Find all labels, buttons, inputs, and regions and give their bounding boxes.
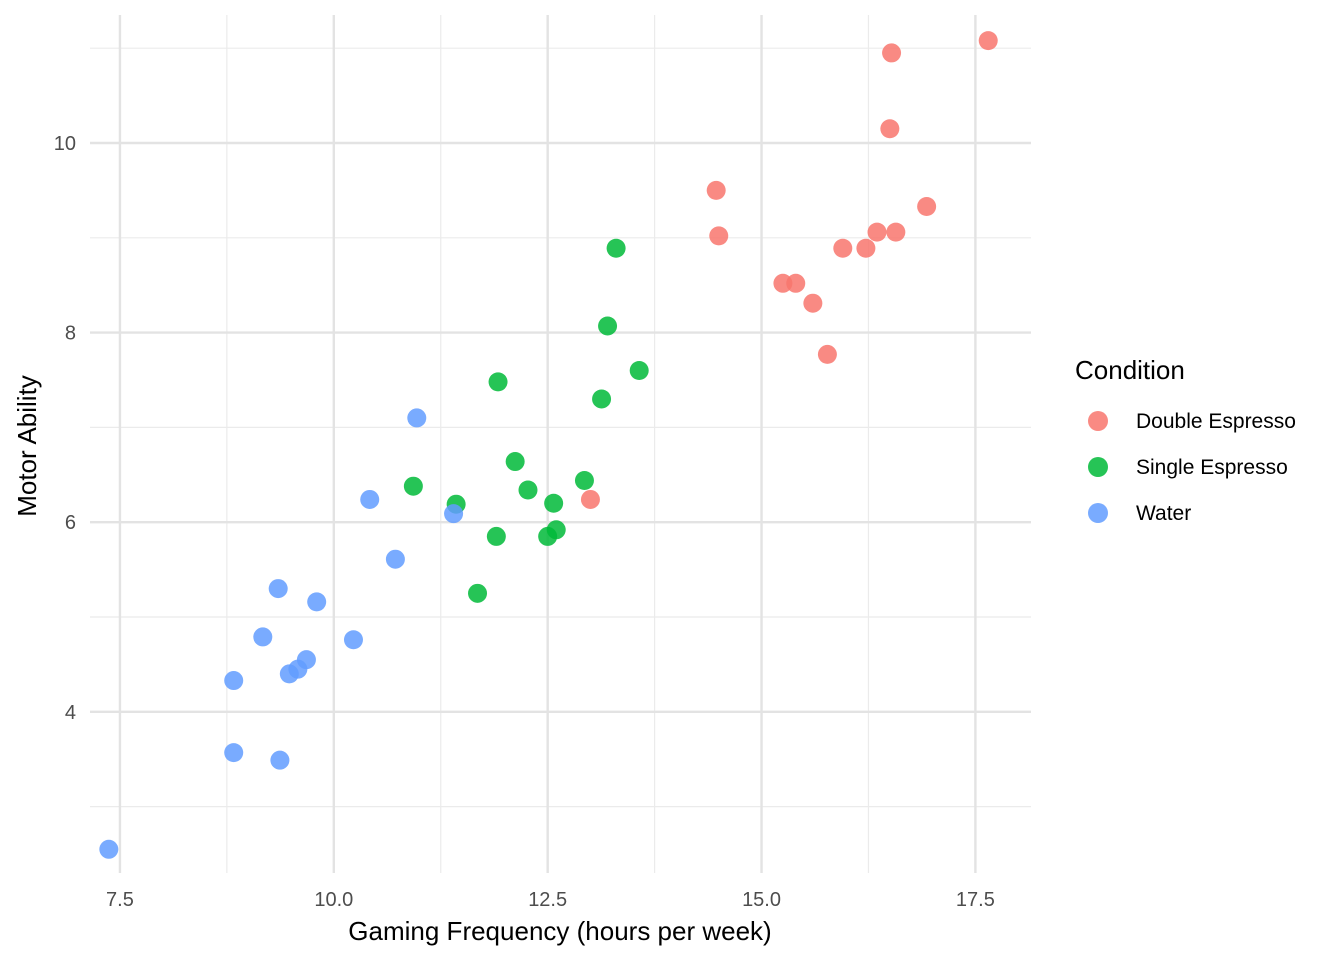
data-point bbox=[224, 671, 244, 691]
x-tick-label: 7.5 bbox=[106, 889, 134, 911]
y-axis-title: Motor Ability bbox=[12, 375, 42, 517]
data-point bbox=[505, 452, 525, 472]
major-gridlines bbox=[90, 15, 1031, 873]
data-point bbox=[279, 664, 299, 684]
x-axis-tick-labels: 7.5 10.0 12.5 15.0 17.5 bbox=[106, 889, 995, 911]
data-point bbox=[307, 592, 327, 612]
y-tick-label: 4 bbox=[65, 702, 76, 724]
data-point bbox=[917, 197, 937, 217]
x-tick-label: 10.0 bbox=[314, 889, 353, 911]
data-point bbox=[224, 743, 244, 763]
data-point bbox=[99, 839, 119, 859]
data-point bbox=[270, 750, 290, 770]
data-point bbox=[268, 579, 288, 599]
data-point bbox=[592, 389, 612, 409]
legend-key bbox=[1088, 503, 1108, 523]
x-axis-title: Gaming Frequency (hours per week) bbox=[348, 916, 771, 946]
legend-items: Double Espresso Single Espresso Water bbox=[1088, 410, 1296, 525]
minor-gridlines bbox=[90, 15, 1031, 873]
data-point bbox=[253, 627, 273, 647]
data-point bbox=[709, 226, 729, 246]
data-point bbox=[886, 222, 906, 242]
data-point bbox=[538, 526, 558, 546]
data-point bbox=[574, 471, 594, 491]
y-tick-label: 10 bbox=[54, 133, 76, 155]
data-point bbox=[629, 361, 649, 381]
y-axis-tick-labels: 4 6 8 10 bbox=[54, 133, 76, 724]
legend: Condition Double Espresso Single Espresso… bbox=[1075, 355, 1296, 525]
data-point bbox=[385, 549, 405, 569]
data-point bbox=[978, 31, 998, 51]
data-points bbox=[99, 31, 998, 859]
x-tick-label: 17.5 bbox=[956, 889, 995, 911]
data-point bbox=[407, 408, 427, 428]
data-point bbox=[486, 526, 506, 546]
x-tick-label: 12.5 bbox=[528, 889, 567, 911]
data-point bbox=[833, 238, 853, 258]
data-point bbox=[803, 293, 823, 313]
data-point bbox=[444, 504, 464, 524]
y-tick-label: 8 bbox=[65, 323, 76, 345]
data-point bbox=[880, 119, 900, 139]
data-point bbox=[343, 630, 363, 650]
data-point bbox=[882, 43, 902, 63]
data-point bbox=[544, 493, 564, 513]
data-point bbox=[867, 222, 887, 242]
data-point bbox=[598, 316, 618, 336]
legend-label: Double Espresso bbox=[1136, 410, 1296, 433]
x-tick-label: 15.0 bbox=[742, 889, 781, 911]
legend-title: Condition bbox=[1075, 355, 1185, 385]
data-point bbox=[580, 489, 600, 509]
data-point bbox=[518, 480, 538, 500]
data-point bbox=[488, 372, 508, 392]
y-tick-label: 6 bbox=[65, 512, 76, 534]
data-point bbox=[817, 344, 837, 364]
data-point bbox=[360, 489, 380, 509]
legend-label: Water bbox=[1136, 502, 1191, 525]
data-point bbox=[786, 273, 806, 293]
legend-label: Single Espresso bbox=[1136, 456, 1288, 479]
data-point bbox=[403, 476, 423, 496]
data-point bbox=[856, 238, 876, 258]
legend-key bbox=[1088, 457, 1108, 477]
data-point bbox=[468, 583, 488, 603]
legend-key bbox=[1088, 411, 1108, 431]
data-point bbox=[606, 238, 626, 258]
data-point bbox=[706, 180, 726, 200]
